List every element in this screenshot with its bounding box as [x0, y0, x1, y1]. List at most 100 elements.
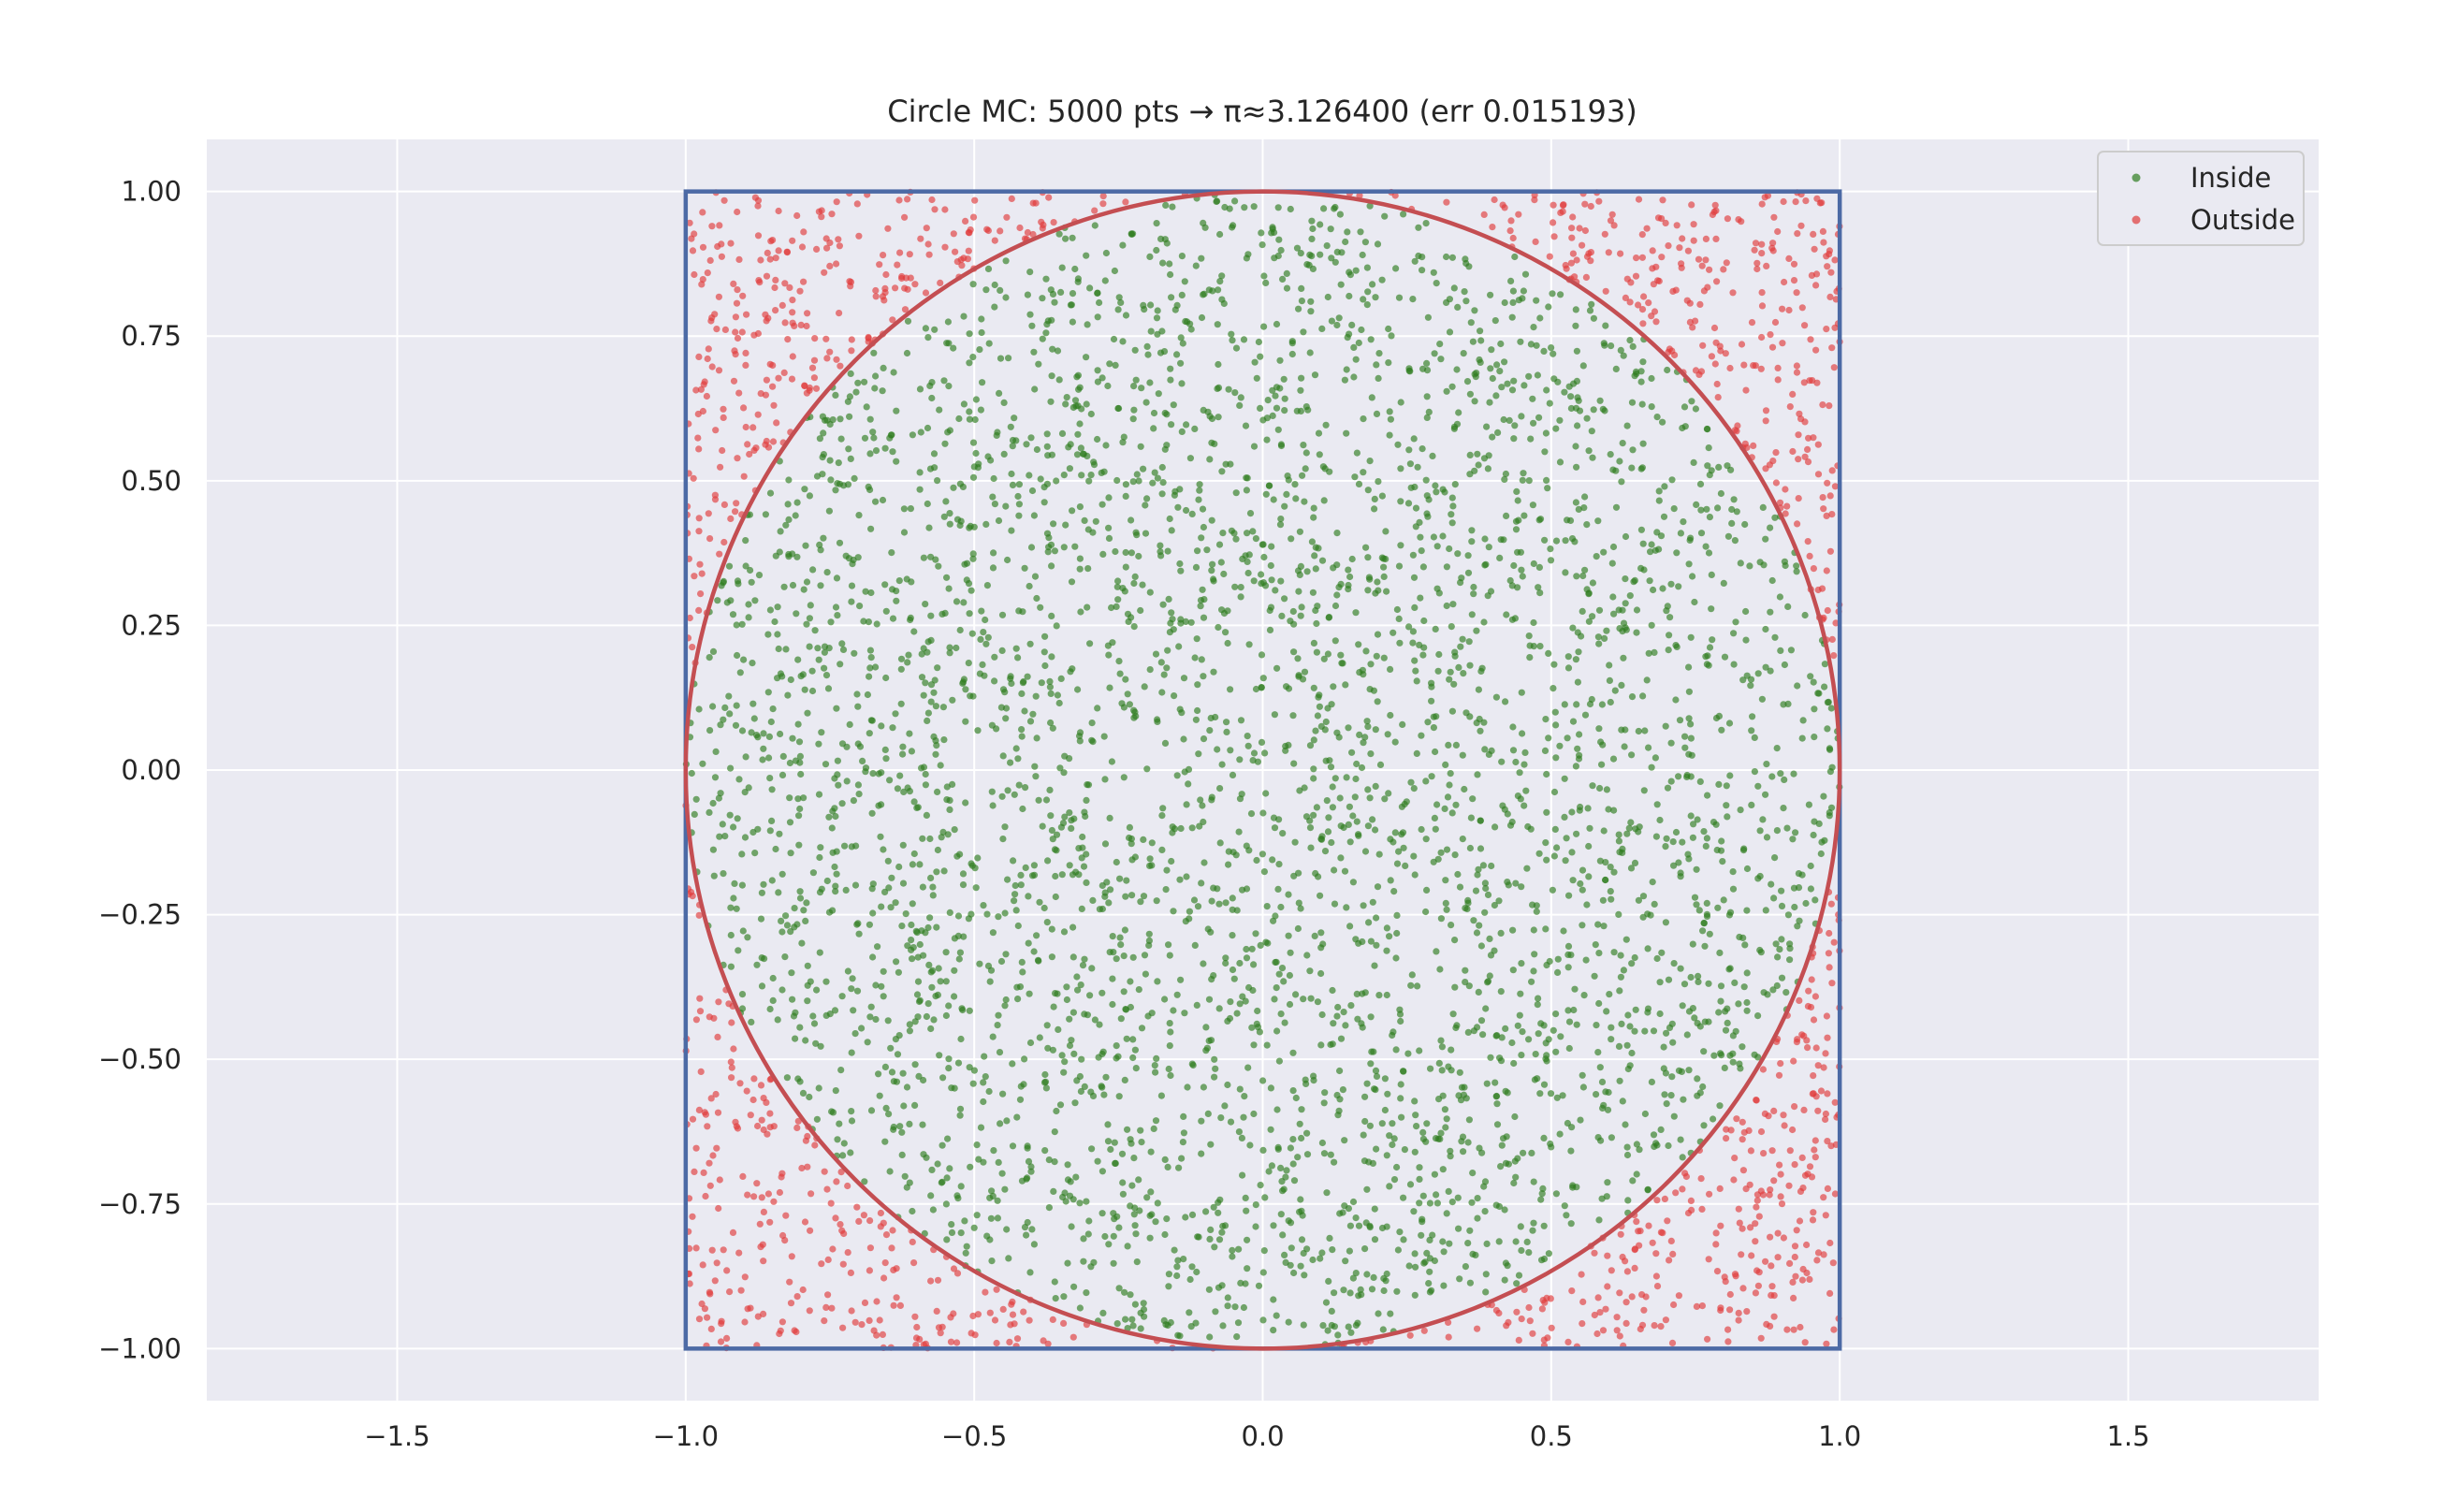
- point-outside: [708, 223, 716, 230]
- point-outside: [695, 445, 703, 453]
- point-inside: [1167, 365, 1174, 372]
- point-inside: [1469, 795, 1477, 803]
- point-inside: [1296, 1120, 1303, 1127]
- point-inside: [1609, 466, 1617, 473]
- point-inside: [1509, 926, 1517, 934]
- point-inside: [1756, 872, 1764, 880]
- point-inside: [1375, 350, 1383, 357]
- point-outside: [822, 235, 830, 242]
- point-inside: [1593, 1022, 1600, 1029]
- point-outside: [720, 501, 729, 509]
- point-inside: [1407, 778, 1415, 786]
- point-inside: [944, 1135, 952, 1142]
- point-inside: [1109, 933, 1116, 940]
- point-inside: [1273, 320, 1281, 328]
- point-inside: [1513, 487, 1521, 496]
- point-inside: [1382, 1277, 1390, 1285]
- point-inside: [1117, 941, 1125, 949]
- point-inside: [1362, 647, 1370, 655]
- point-inside: [1442, 899, 1449, 908]
- point-inside: [1135, 1176, 1142, 1184]
- point-outside: [696, 560, 704, 568]
- point-inside: [1059, 820, 1068, 827]
- point-inside: [1280, 978, 1288, 985]
- point-inside: [1461, 1083, 1468, 1091]
- point-inside: [760, 730, 767, 737]
- point-inside: [1482, 560, 1490, 568]
- point-inside: [710, 872, 718, 880]
- point-inside: [1105, 534, 1113, 543]
- point-outside: [1546, 253, 1553, 260]
- point-outside: [1635, 1228, 1642, 1235]
- point-inside: [1317, 892, 1324, 899]
- point-inside: [1142, 970, 1149, 978]
- point-inside: [1166, 1042, 1173, 1050]
- point-inside: [1631, 1027, 1638, 1035]
- point-inside: [1525, 1036, 1533, 1043]
- point-inside: [1200, 219, 1207, 226]
- point-inside: [1151, 1062, 1158, 1069]
- point-outside: [750, 1193, 758, 1200]
- point-inside: [1154, 716, 1161, 723]
- point-inside: [1362, 544, 1370, 551]
- point-inside: [804, 709, 811, 717]
- point-outside: [1686, 318, 1694, 326]
- point-inside: [1410, 785, 1418, 792]
- point-inside: [1222, 899, 1230, 907]
- point-inside: [1493, 1100, 1501, 1108]
- point-inside: [716, 833, 723, 840]
- point-outside: [754, 1313, 762, 1320]
- point-inside: [1152, 650, 1160, 658]
- point-inside: [1485, 544, 1492, 551]
- point-inside: [1387, 665, 1394, 674]
- point-inside: [1066, 465, 1073, 472]
- point-outside: [1666, 345, 1673, 353]
- point-inside: [1633, 370, 1640, 378]
- point-inside: [862, 768, 869, 776]
- point-inside: [1552, 754, 1560, 762]
- point-inside: [1180, 735, 1187, 743]
- point-inside: [1659, 418, 1666, 426]
- point-inside: [962, 1249, 969, 1257]
- point-outside: [1623, 275, 1631, 283]
- point-outside: [707, 1095, 715, 1102]
- point-outside: [1782, 486, 1789, 493]
- point-inside: [800, 794, 808, 802]
- point-inside: [774, 631, 781, 638]
- point-outside: [1013, 1335, 1022, 1343]
- point-inside: [1442, 761, 1449, 769]
- point-inside: [1066, 862, 1073, 869]
- point-outside: [1745, 1127, 1753, 1134]
- point-inside: [1094, 435, 1101, 443]
- point-inside: [1605, 1088, 1612, 1097]
- point-outside: [784, 336, 792, 343]
- point-inside: [813, 986, 821, 994]
- point-inside: [1165, 1271, 1172, 1278]
- point-inside: [1416, 1175, 1423, 1183]
- point-outside: [941, 243, 949, 251]
- point-inside: [1658, 949, 1666, 956]
- point-inside: [1438, 1043, 1446, 1051]
- point-inside: [1714, 904, 1722, 911]
- point-inside: [1158, 689, 1166, 696]
- point-inside: [1368, 394, 1375, 401]
- point-inside: [1099, 1050, 1106, 1058]
- point-inside: [1067, 668, 1074, 676]
- point-inside: [1263, 903, 1271, 910]
- point-inside: [1652, 833, 1660, 840]
- point-inside: [899, 743, 907, 750]
- point-outside: [844, 1182, 851, 1190]
- point-outside: [1777, 1170, 1784, 1178]
- point-inside: [1664, 603, 1671, 610]
- point-inside: [1310, 765, 1317, 773]
- point-inside: [920, 691, 927, 699]
- point-outside: [1794, 1036, 1801, 1043]
- point-outside: [746, 450, 753, 458]
- point-inside: [872, 981, 880, 989]
- point-outside: [1807, 336, 1814, 343]
- point-outside: [1661, 1195, 1668, 1202]
- point-inside: [955, 955, 963, 963]
- point-inside: [1298, 1106, 1305, 1113]
- point-outside: [965, 247, 972, 254]
- point-inside: [1543, 386, 1550, 394]
